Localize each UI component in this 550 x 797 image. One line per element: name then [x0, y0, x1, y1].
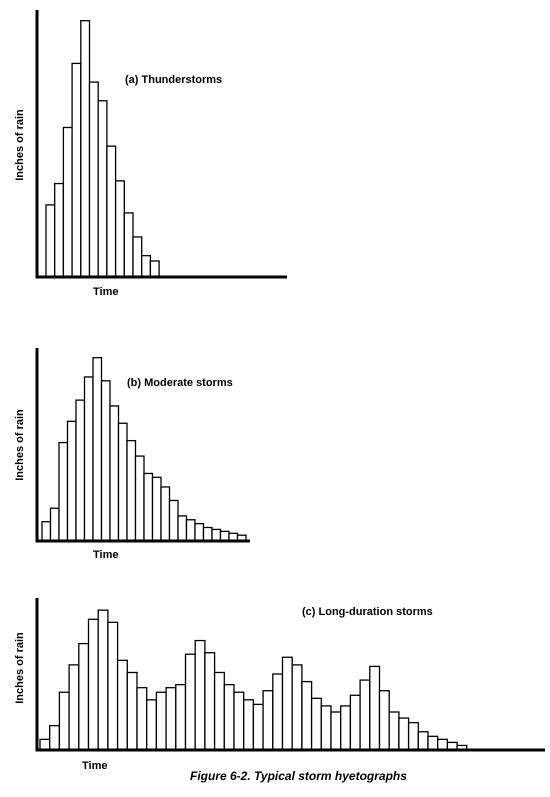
bar — [132, 236, 143, 278]
bar — [202, 526, 213, 542]
y-axis-label: Inches of rain — [14, 109, 26, 181]
bar — [87, 618, 99, 751]
bar — [310, 697, 322, 751]
bar — [417, 731, 429, 751]
bar — [437, 738, 449, 751]
bar — [45, 204, 56, 278]
bar — [80, 20, 91, 278]
bar — [83, 376, 94, 542]
bar — [204, 652, 216, 751]
x-axis-label: Time — [82, 760, 107, 772]
bar — [194, 522, 205, 542]
bar — [378, 690, 390, 751]
bar — [177, 515, 188, 542]
bar — [41, 521, 52, 542]
bar — [301, 680, 313, 751]
bar — [340, 705, 352, 751]
bar — [109, 405, 120, 542]
bar — [427, 735, 439, 751]
bar — [49, 507, 60, 542]
bar — [58, 441, 69, 542]
bar — [123, 212, 134, 278]
bar — [141, 254, 152, 278]
bar — [330, 711, 342, 751]
bar — [185, 519, 196, 542]
bar — [272, 673, 284, 751]
bar — [291, 664, 303, 751]
bar — [160, 486, 171, 542]
bar — [75, 399, 86, 542]
chart-title: (b) Moderate storms — [127, 377, 233, 389]
x-axis-label: Time — [93, 549, 118, 561]
y-axis-label: Inches of rain — [14, 409, 26, 481]
bar — [54, 182, 65, 278]
bar — [114, 180, 125, 278]
bar — [39, 738, 51, 751]
bar — [92, 356, 103, 542]
bar — [168, 499, 179, 542]
bar — [116, 659, 128, 751]
bar — [126, 671, 138, 751]
bar — [68, 664, 80, 751]
bar — [175, 683, 187, 751]
bar — [100, 380, 111, 542]
bar — [97, 100, 108, 278]
bar — [143, 472, 154, 542]
bar — [107, 621, 119, 751]
bar — [398, 717, 410, 751]
bar — [62, 126, 73, 278]
bar — [211, 528, 222, 542]
bar — [262, 690, 274, 751]
bar — [149, 260, 160, 278]
bar — [359, 679, 371, 751]
bar — [97, 609, 109, 751]
bar — [78, 642, 90, 751]
bar — [184, 653, 196, 751]
bar — [233, 691, 245, 751]
bar — [106, 145, 117, 278]
bar — [58, 691, 70, 751]
bar — [320, 705, 332, 751]
bar — [66, 420, 77, 542]
chart-title: (a) Thunderstorms — [125, 74, 222, 86]
bar — [155, 691, 167, 751]
bar — [136, 687, 148, 751]
bar — [223, 683, 235, 751]
bar — [134, 455, 145, 542]
bar — [213, 671, 225, 751]
bar — [243, 699, 255, 751]
bar — [146, 699, 158, 751]
bar — [194, 639, 206, 751]
bar — [71, 62, 82, 278]
chart-title: (c) Long-duration storms — [302, 606, 433, 618]
y-axis-label: Inches of rain — [14, 632, 26, 704]
bar — [126, 439, 137, 542]
bar — [117, 422, 128, 542]
x-axis-label: Time — [93, 286, 118, 298]
bar — [388, 711, 400, 751]
bar — [349, 694, 361, 751]
bar — [151, 476, 162, 542]
bar — [281, 656, 293, 751]
bar — [49, 725, 61, 751]
bar — [369, 665, 381, 751]
bar — [165, 687, 177, 751]
bar — [407, 721, 419, 751]
bar — [252, 703, 264, 751]
bar — [88, 81, 99, 278]
figure-caption: Figure 6-2. Typical storm hyetographs — [190, 769, 407, 783]
